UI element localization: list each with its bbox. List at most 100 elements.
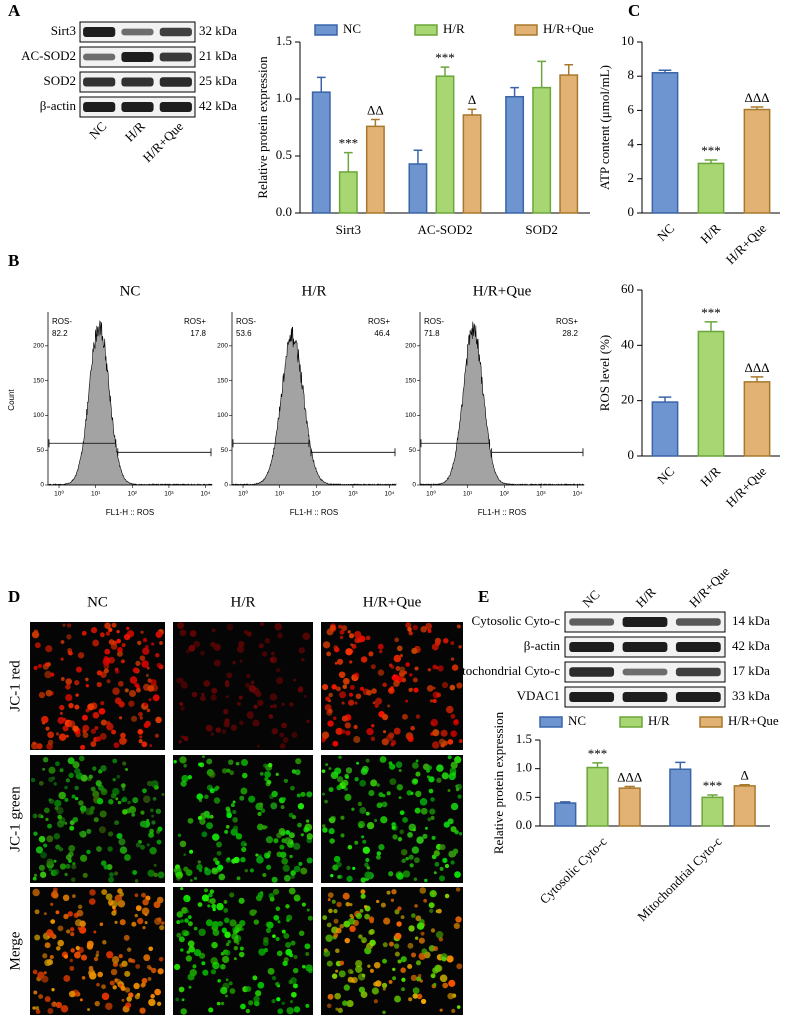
cell <box>288 832 295 839</box>
cell <box>414 857 420 864</box>
cell <box>298 647 306 654</box>
cell <box>184 918 189 923</box>
cell <box>173 759 177 764</box>
cell <box>392 967 396 972</box>
x-tick-label: 10⁰ <box>426 490 436 498</box>
cell <box>177 622 185 629</box>
legend-label: H/R <box>443 21 465 36</box>
cell <box>131 921 137 927</box>
cell <box>48 798 52 802</box>
cell <box>395 666 401 671</box>
cell <box>73 951 81 959</box>
cell <box>41 975 49 983</box>
cell <box>141 892 146 898</box>
cell <box>60 1004 69 1013</box>
cell <box>209 814 214 819</box>
cell <box>383 917 391 925</box>
cell <box>285 904 290 909</box>
gate-line <box>491 448 584 457</box>
cell <box>327 993 334 1000</box>
cell <box>358 986 366 993</box>
cell <box>333 855 341 863</box>
cell <box>382 1010 386 1015</box>
cell <box>334 661 338 665</box>
cell <box>414 666 419 671</box>
cell <box>100 719 108 726</box>
cell <box>270 704 274 709</box>
cell <box>62 623 66 627</box>
error-bar <box>704 159 718 164</box>
cell <box>155 631 163 638</box>
cell <box>179 629 187 637</box>
cell <box>154 988 161 996</box>
cell <box>53 782 57 786</box>
cell <box>245 1008 251 1014</box>
blot-band <box>569 692 615 702</box>
cell <box>339 691 347 699</box>
cell <box>208 771 216 778</box>
error-bar <box>707 794 718 798</box>
cell <box>74 768 81 775</box>
cell <box>202 969 209 976</box>
cell <box>381 982 388 989</box>
cell <box>408 854 414 860</box>
cell <box>121 960 128 967</box>
cell <box>416 836 424 844</box>
cell <box>373 999 379 1004</box>
error-bar <box>371 118 380 127</box>
cell <box>293 678 296 682</box>
cell <box>59 711 63 715</box>
cell <box>389 688 393 692</box>
cell <box>388 663 393 668</box>
cell <box>112 758 118 764</box>
gate-value: 71.8 <box>424 329 440 338</box>
cell <box>64 821 68 825</box>
size-label: 32 kDa <box>199 23 237 38</box>
cell <box>184 898 188 902</box>
cell <box>428 788 434 794</box>
protein-label: AC-SOD2 <box>21 48 76 63</box>
x-axis-title: FL1-H :: ROS <box>478 508 526 517</box>
cell <box>119 892 124 897</box>
micrograph <box>321 887 463 1015</box>
cell <box>180 706 185 711</box>
cell <box>136 992 141 997</box>
cell <box>302 964 306 969</box>
cell <box>409 673 413 677</box>
cell <box>109 872 114 877</box>
cell <box>247 713 254 720</box>
cell <box>288 887 296 895</box>
cell <box>137 640 142 646</box>
cell <box>341 729 346 734</box>
cell <box>134 879 139 883</box>
cell <box>79 998 83 1002</box>
cell <box>332 716 337 720</box>
cell <box>124 688 129 693</box>
cell <box>74 796 79 801</box>
cell <box>412 762 419 769</box>
cell <box>92 766 97 771</box>
cell <box>456 963 463 970</box>
cell <box>224 931 231 939</box>
cell <box>72 816 79 823</box>
cell <box>223 721 230 728</box>
cell <box>296 793 301 798</box>
cell <box>57 939 64 947</box>
cell <box>455 787 460 792</box>
blot-band <box>121 77 154 87</box>
cell <box>236 701 241 706</box>
x-tick-label: 10⁴ <box>385 491 395 498</box>
cell <box>221 927 228 933</box>
row-title: JC-1 green <box>7 786 23 852</box>
cell <box>400 956 407 963</box>
cell <box>322 641 331 649</box>
cell <box>419 887 427 894</box>
cell <box>322 792 325 796</box>
cell <box>67 757 75 765</box>
cell <box>327 898 331 902</box>
cell <box>430 815 435 820</box>
cell <box>396 921 402 927</box>
x-tick-label: NC <box>654 221 677 244</box>
cell <box>223 900 228 904</box>
cell <box>200 695 206 702</box>
